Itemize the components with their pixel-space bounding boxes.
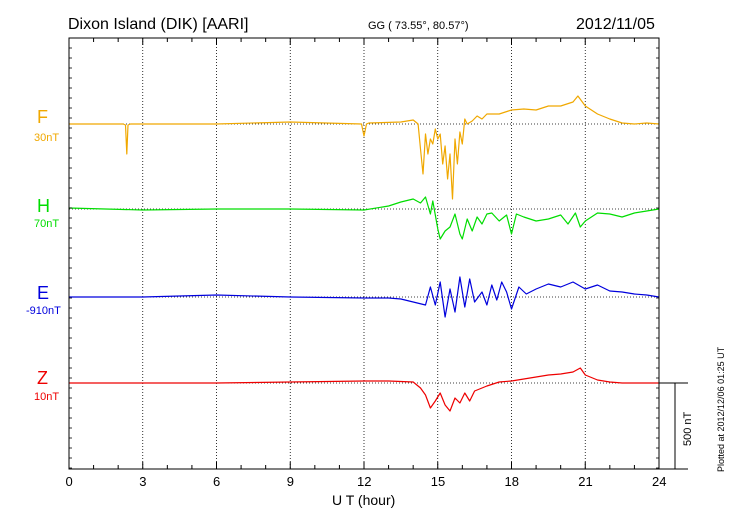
x-axis-label: U T (hour) xyxy=(332,492,396,508)
date-label: 2012/11/05 xyxy=(576,16,655,33)
series-line-e xyxy=(69,276,660,318)
series-baseline-f: 30nT xyxy=(34,132,60,144)
x-tick-label: 0 xyxy=(65,474,73,489)
x-tick-label: 24 xyxy=(652,474,667,489)
series-line-f xyxy=(69,95,660,200)
series-baseline-z: 10nT xyxy=(34,391,60,403)
series-label-h: H xyxy=(37,196,50,216)
x-tick-label: 15 xyxy=(430,474,446,489)
series-line-h xyxy=(68,196,660,240)
series-line-z xyxy=(69,367,659,412)
x-tick-label: 9 xyxy=(286,474,294,489)
series-label-z: Z xyxy=(37,368,48,388)
x-tick-label: 18 xyxy=(504,474,519,489)
x-tick-label: 21 xyxy=(578,474,593,489)
scale-bar-label: 500 nT xyxy=(682,411,694,446)
x-tick-label: 3 xyxy=(139,474,147,489)
station-title: Dixon Island (DIK) [AARI] xyxy=(68,16,249,33)
x-tick-label: 6 xyxy=(213,474,221,489)
series-baseline-e: -910nT xyxy=(26,305,61,317)
coordinates-label: GG ( 73.55°, 80.57°) xyxy=(368,20,469,32)
plotted-timestamp: Plotted at 2012/12/06 01:25 UT xyxy=(716,346,726,472)
series-baseline-h: 70nT xyxy=(34,218,60,230)
series-label-e: E xyxy=(37,283,50,303)
x-tick-label: 12 xyxy=(357,474,372,489)
series-label-f: F xyxy=(37,107,48,127)
